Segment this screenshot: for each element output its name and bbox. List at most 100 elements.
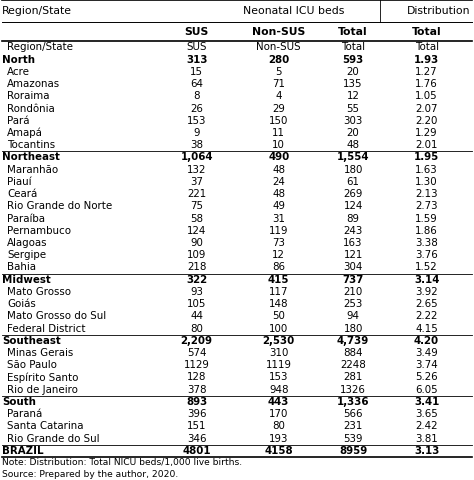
- Text: 322: 322: [186, 275, 207, 285]
- Text: Region/State: Region/State: [7, 42, 73, 52]
- Text: 2.13: 2.13: [415, 189, 438, 199]
- Text: 243: 243: [344, 226, 363, 236]
- Text: South: South: [2, 397, 36, 407]
- Text: 1129: 1129: [184, 360, 210, 370]
- Text: 9: 9: [193, 128, 200, 138]
- Text: Distribution: Distribution: [407, 6, 471, 16]
- Text: 2,530: 2,530: [263, 336, 295, 346]
- Text: 117: 117: [269, 287, 289, 297]
- Text: Amazonas: Amazonas: [7, 79, 60, 89]
- Text: 121: 121: [344, 250, 363, 260]
- Text: 253: 253: [344, 299, 363, 309]
- Text: Rio de Janeiro: Rio de Janeiro: [7, 384, 78, 395]
- Text: Federal District: Federal District: [7, 324, 86, 334]
- Text: 12: 12: [272, 250, 285, 260]
- Text: 128: 128: [187, 372, 206, 383]
- Text: 1.27: 1.27: [415, 67, 438, 77]
- Text: North: North: [2, 55, 36, 65]
- Text: 3.14: 3.14: [414, 275, 439, 285]
- Text: 218: 218: [187, 263, 206, 273]
- Text: Maranhão: Maranhão: [7, 165, 58, 175]
- Text: Minas Gerais: Minas Gerais: [7, 348, 73, 358]
- Text: Bahia: Bahia: [7, 263, 36, 273]
- Text: Total: Total: [341, 42, 365, 52]
- Text: 61: 61: [346, 177, 360, 187]
- Text: 378: 378: [187, 384, 207, 395]
- Text: 893: 893: [186, 397, 207, 407]
- Text: 3.13: 3.13: [414, 446, 439, 456]
- Text: 443: 443: [268, 397, 290, 407]
- Text: 8959: 8959: [339, 446, 367, 456]
- Text: 593: 593: [343, 55, 364, 65]
- Text: 346: 346: [187, 433, 207, 444]
- Text: Rondônia: Rondônia: [7, 104, 55, 114]
- Text: 1.05: 1.05: [415, 91, 438, 101]
- Text: 124: 124: [187, 226, 206, 236]
- Text: 221: 221: [187, 189, 206, 199]
- Text: 71: 71: [272, 79, 285, 89]
- Text: 37: 37: [190, 177, 203, 187]
- Text: 100: 100: [269, 324, 288, 334]
- Text: 304: 304: [344, 263, 363, 273]
- Text: 2,209: 2,209: [181, 336, 213, 346]
- Text: 948: 948: [269, 384, 289, 395]
- Text: Acre: Acre: [7, 67, 30, 77]
- Text: 38: 38: [190, 140, 203, 150]
- Text: Non-SUS: Non-SUS: [256, 42, 301, 52]
- Text: 64: 64: [190, 79, 203, 89]
- Text: 415: 415: [268, 275, 290, 285]
- Text: 31: 31: [272, 214, 285, 224]
- Text: 135: 135: [343, 79, 363, 89]
- Text: Mato Grosso: Mato Grosso: [7, 287, 71, 297]
- Text: Rio Grande do Sul: Rio Grande do Sul: [7, 433, 100, 444]
- Text: Paraíba: Paraíba: [7, 214, 45, 224]
- Text: 180: 180: [344, 165, 363, 175]
- Text: 170: 170: [269, 409, 288, 419]
- Text: 2.73: 2.73: [415, 201, 438, 211]
- Text: 93: 93: [190, 287, 203, 297]
- Text: 2.07: 2.07: [415, 104, 438, 114]
- Text: Neonatal ICU beds: Neonatal ICU beds: [243, 6, 344, 16]
- Text: SUS: SUS: [184, 27, 209, 36]
- Text: 1.86: 1.86: [415, 226, 438, 236]
- Text: 48: 48: [346, 140, 360, 150]
- Text: 2248: 2248: [340, 360, 366, 370]
- Text: Note: Distribution: Total NICU beds/1,000 live births.: Note: Distribution: Total NICU beds/1,00…: [2, 458, 243, 467]
- Text: Rio Grande do Norte: Rio Grande do Norte: [7, 201, 112, 211]
- Text: Piauí: Piauí: [7, 177, 32, 187]
- Text: 24: 24: [272, 177, 285, 187]
- Text: 2.42: 2.42: [415, 421, 438, 432]
- Text: 5: 5: [275, 67, 282, 77]
- Text: 89: 89: [346, 214, 360, 224]
- Text: 1.52: 1.52: [415, 263, 438, 273]
- Text: 6.05: 6.05: [415, 384, 438, 395]
- Text: 153: 153: [187, 116, 207, 126]
- Text: 119: 119: [269, 226, 289, 236]
- Text: 86: 86: [272, 263, 285, 273]
- Text: 4801: 4801: [182, 446, 211, 456]
- Text: São Paulo: São Paulo: [7, 360, 57, 370]
- Text: 2.20: 2.20: [415, 116, 438, 126]
- Text: 3.76: 3.76: [415, 250, 438, 260]
- Text: Ceará: Ceará: [7, 189, 37, 199]
- Text: 539: 539: [343, 433, 363, 444]
- Text: 80: 80: [272, 421, 285, 432]
- Text: 48: 48: [272, 165, 285, 175]
- Text: 3.49: 3.49: [415, 348, 438, 358]
- Text: 490: 490: [268, 153, 289, 162]
- Text: 12: 12: [346, 91, 360, 101]
- Text: 2.01: 2.01: [415, 140, 438, 150]
- Text: 58: 58: [190, 214, 203, 224]
- Text: 1326: 1326: [340, 384, 366, 395]
- Text: 396: 396: [187, 409, 207, 419]
- Text: 44: 44: [190, 312, 203, 322]
- Text: Northeast: Northeast: [2, 153, 60, 162]
- Text: 105: 105: [187, 299, 206, 309]
- Text: Pará: Pará: [7, 116, 29, 126]
- Text: 3.81: 3.81: [415, 433, 438, 444]
- Text: Southeast: Southeast: [2, 336, 61, 346]
- Text: 20: 20: [347, 128, 359, 138]
- Text: 180: 180: [344, 324, 363, 334]
- Text: 1.95: 1.95: [414, 153, 439, 162]
- Text: Total: Total: [338, 27, 368, 36]
